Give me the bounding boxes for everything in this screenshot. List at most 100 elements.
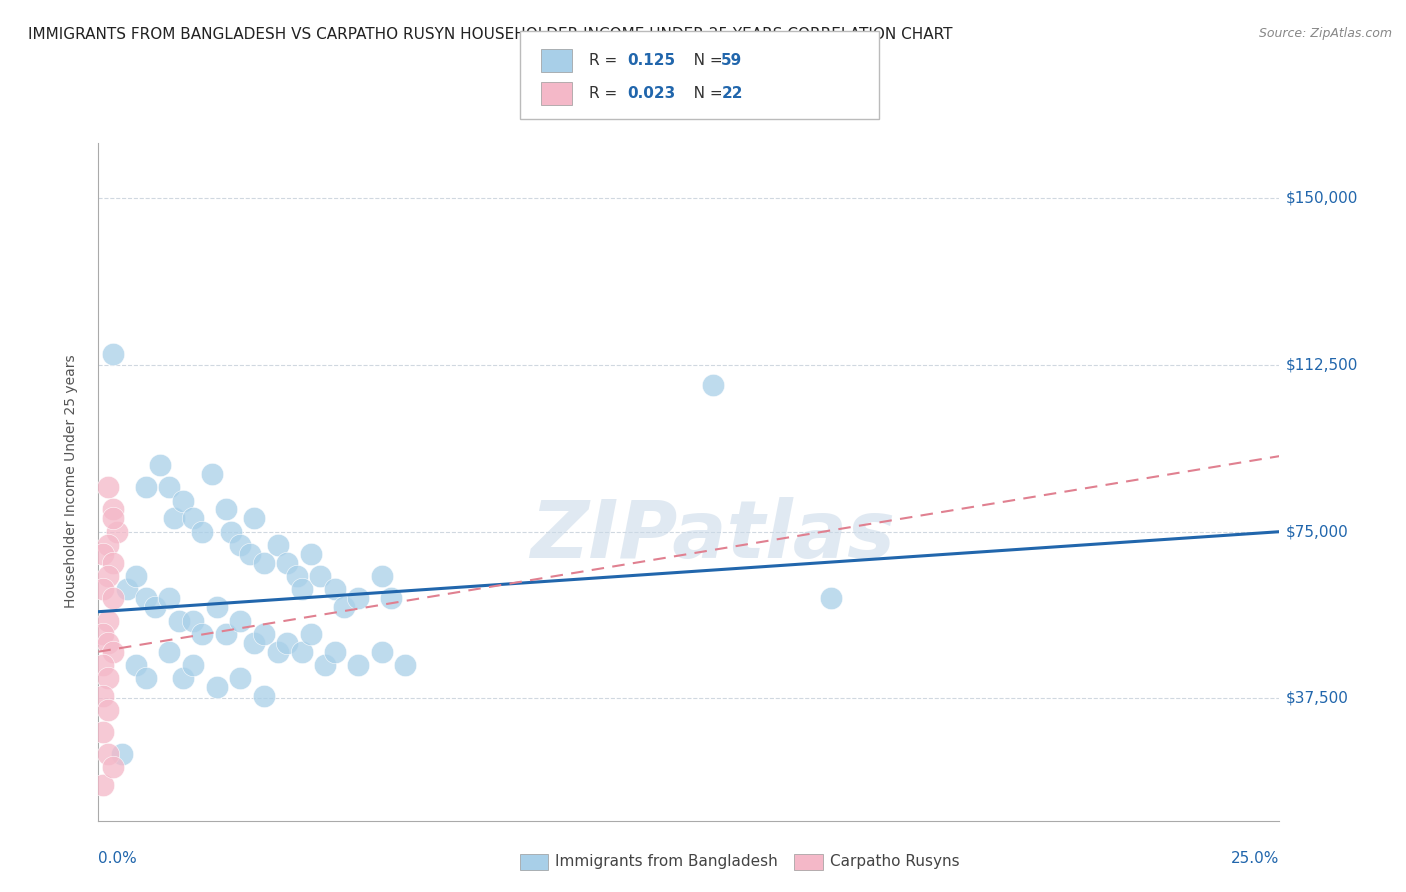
Point (101, 502, 124, 516)
Point (215, 502, 238, 516)
Point (314, 658, 336, 673)
Point (290, 645, 312, 659)
Point (97, 672, 120, 686)
Point (309, 569, 332, 583)
Point (91, 724, 114, 739)
Point (135, 672, 157, 686)
Point (143, 600, 166, 615)
Point (135, 591, 157, 606)
Point (347, 658, 370, 673)
Point (91, 547, 114, 561)
Point (323, 645, 346, 659)
Point (97, 538, 120, 552)
Point (229, 672, 252, 686)
Point (91, 627, 114, 641)
Point (157, 480, 180, 494)
Point (105, 524, 128, 539)
Text: 25.0%: 25.0% (1232, 851, 1279, 866)
Point (820, 591, 842, 606)
Point (285, 569, 308, 583)
Text: ZIPatlas: ZIPatlas (530, 497, 896, 575)
Point (253, 627, 276, 641)
Point (91, 582, 114, 597)
Point (243, 636, 266, 650)
Point (97, 614, 120, 628)
Point (205, 600, 228, 615)
Text: Source: ZipAtlas.com: Source: ZipAtlas.com (1258, 27, 1392, 40)
Point (371, 569, 394, 583)
Point (323, 582, 346, 597)
Point (125, 569, 148, 583)
Text: Immigrants from Bangladesh: Immigrants from Bangladesh (555, 855, 778, 869)
Point (394, 658, 416, 673)
Point (97, 569, 120, 583)
Point (157, 591, 180, 606)
Text: $112,500: $112,500 (1285, 358, 1358, 373)
Point (101, 591, 124, 606)
Text: $150,000: $150,000 (1285, 191, 1358, 206)
Text: $75,000: $75,000 (1285, 524, 1348, 539)
Point (181, 658, 204, 673)
Text: IMMIGRANTS FROM BANGLADESH VS CARPATHO RUSYN HOUSEHOLDER INCOME UNDER 25 YEARS C: IMMIGRANTS FROM BANGLADESH VS CARPATHO R… (28, 27, 953, 42)
Point (172, 672, 194, 686)
Point (157, 645, 180, 659)
Point (219, 524, 242, 539)
Point (181, 511, 204, 525)
Text: 0.023: 0.023 (627, 87, 675, 101)
Point (380, 591, 402, 606)
Point (333, 600, 356, 615)
Point (299, 547, 322, 561)
Point (347, 591, 370, 606)
Text: N =: N = (679, 87, 727, 101)
Point (229, 538, 252, 552)
Point (229, 614, 252, 628)
Point (243, 511, 266, 525)
Text: R =: R = (589, 54, 623, 68)
Point (97, 747, 120, 761)
Point (125, 658, 148, 673)
Point (91, 778, 114, 792)
Point (91, 689, 114, 703)
Point (97, 480, 120, 494)
Text: 0.0%: 0.0% (98, 851, 138, 866)
Point (97, 702, 120, 716)
Text: N =: N = (679, 54, 727, 68)
Point (91, 658, 114, 673)
Point (101, 511, 124, 525)
Point (253, 556, 276, 570)
Point (201, 467, 224, 481)
Point (115, 582, 138, 597)
Text: 0.125: 0.125 (627, 54, 675, 68)
Point (267, 645, 290, 659)
Point (290, 582, 312, 597)
Point (135, 480, 157, 494)
Text: $37,500: $37,500 (1285, 691, 1348, 706)
Point (181, 614, 204, 628)
Text: 59: 59 (721, 54, 742, 68)
Point (205, 680, 228, 694)
Point (101, 760, 124, 774)
Text: 22: 22 (721, 87, 742, 101)
Point (101, 645, 124, 659)
Point (299, 627, 322, 641)
Point (191, 524, 214, 539)
Point (163, 511, 186, 525)
Point (149, 458, 172, 472)
Point (101, 347, 124, 361)
Point (167, 614, 190, 628)
Point (111, 747, 134, 761)
Text: R =: R = (589, 87, 623, 101)
Point (253, 689, 276, 703)
Point (191, 627, 214, 641)
Point (215, 627, 238, 641)
Y-axis label: Householder Income Under 25 years: Householder Income Under 25 years (63, 355, 77, 608)
Point (101, 556, 124, 570)
Point (371, 645, 394, 659)
Point (702, 378, 724, 392)
Point (97, 636, 120, 650)
Point (267, 538, 290, 552)
Point (172, 493, 194, 508)
Point (239, 547, 262, 561)
Point (276, 636, 298, 650)
Text: Carpatho Rusyns: Carpatho Rusyns (830, 855, 959, 869)
